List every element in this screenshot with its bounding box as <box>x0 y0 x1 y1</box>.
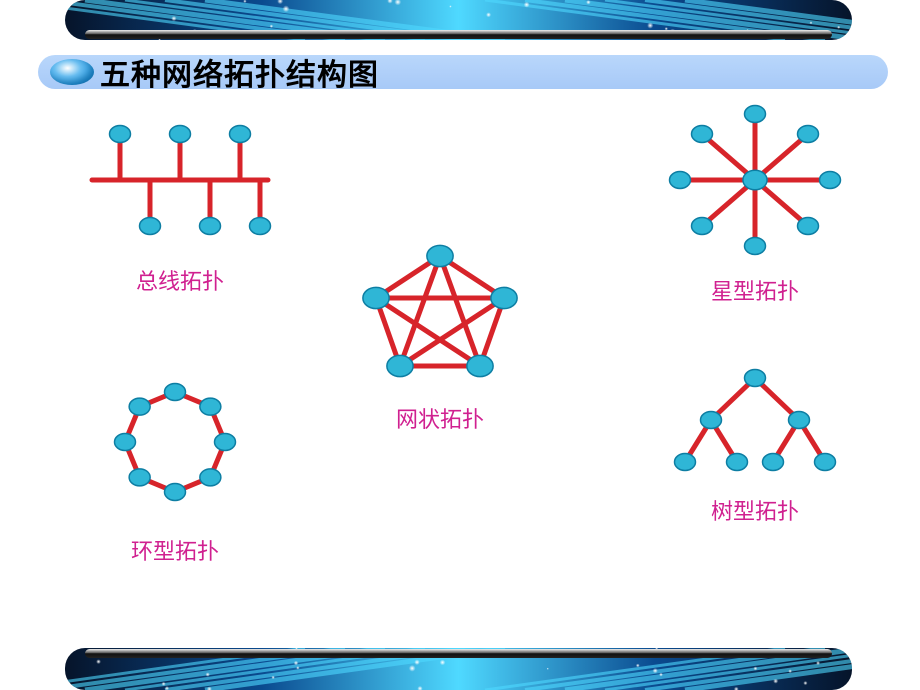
topology-ring: 环型拓扑 <box>90 370 260 566</box>
topology-tree: 树型拓扑 <box>650 360 860 526</box>
page-title: 五种网络拓扑结构图 <box>100 50 379 94</box>
ring-caption: 环型拓扑 <box>90 534 260 566</box>
mesh-caption: 网状拓扑 <box>340 402 540 434</box>
banner-bottom <box>65 648 852 690</box>
tree-diagram-icon <box>655 360 855 480</box>
title-bar: 五种网络拓扑结构图 <box>38 55 888 89</box>
topology-mesh: 网状拓扑 <box>340 238 540 434</box>
topology-star: 星型拓扑 <box>640 100 870 306</box>
bus-diagram-icon <box>80 110 280 250</box>
star-caption: 星型拓扑 <box>640 274 870 306</box>
banner-top <box>65 0 852 40</box>
ring-diagram-icon <box>100 370 250 520</box>
star-diagram-icon <box>650 100 860 260</box>
bus-caption: 总线拓扑 <box>80 264 280 296</box>
title-bullet-icon <box>50 59 94 85</box>
topology-bus: 总线拓扑 <box>80 110 280 296</box>
mesh-diagram-icon <box>350 238 530 388</box>
tree-caption: 树型拓扑 <box>650 494 860 526</box>
